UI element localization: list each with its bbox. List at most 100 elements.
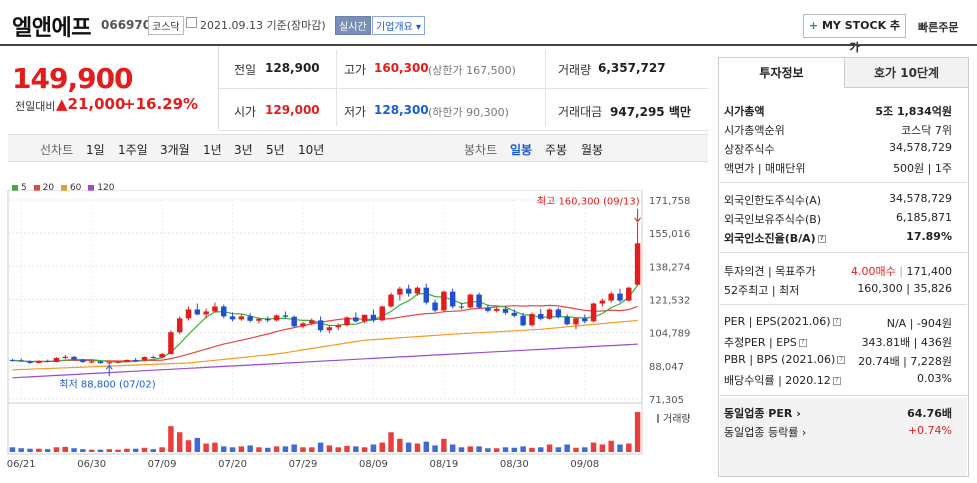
ma120-line (12, 343, 638, 379)
low-value: 128,300 (374, 103, 429, 117)
candle-body (493, 308, 500, 311)
candle-body (282, 315, 289, 317)
help-icon[interactable]: ? (798, 339, 807, 347)
divider (720, 182, 967, 183)
volume-bar (124, 448, 130, 452)
volume-bar (397, 438, 403, 452)
period-1d[interactable]: 1일 (86, 143, 105, 157)
candle-body (458, 306, 465, 308)
candle-body (423, 287, 429, 303)
candle-body (370, 314, 377, 321)
period-1y[interactable]: 1년 (203, 143, 222, 157)
candle-body (511, 312, 518, 316)
period-10y[interactable]: 10년 (298, 143, 325, 157)
volume-bar (159, 447, 165, 452)
volume-legend-swatch (657, 414, 659, 423)
upper-limit: (상한가 167,500) (428, 64, 516, 77)
dividend-label: 배당수익률 | 2020.12 (724, 374, 831, 387)
y-tick-label: 171,758 (649, 196, 690, 207)
candle-body (53, 358, 60, 362)
change-percent: +16.29% (123, 95, 199, 113)
candle-body (388, 294, 394, 307)
candle-body (546, 309, 553, 319)
high-annotation: 최고 160,300 (09/13) (537, 196, 640, 208)
foreign-limit-label: 외국인한도주식수(A) (724, 194, 822, 207)
candle-body (449, 291, 456, 307)
high-arrow-head (634, 217, 641, 223)
candle-body (9, 359, 16, 361)
corp-info-label: 기업개요 (376, 22, 413, 33)
volume-bar (582, 447, 588, 452)
volume-bar (176, 432, 183, 452)
volume-label: 거래량 (663, 413, 691, 425)
candle-body (326, 327, 333, 331)
volume-bar (361, 447, 368, 452)
candle-body (599, 300, 606, 304)
realtime-button[interactable]: 실시간 (335, 16, 371, 35)
volume-bar (573, 447, 579, 452)
volume-bar (546, 444, 553, 452)
candle-body (159, 354, 165, 358)
divider (720, 252, 967, 253)
volume-bar (432, 445, 438, 452)
divider (219, 130, 709, 131)
candle-body (353, 317, 359, 322)
candle-body (273, 315, 280, 321)
candle-body (573, 318, 579, 325)
volume-bar (599, 444, 606, 452)
help-icon[interactable]: ? (817, 235, 826, 243)
candle-body (238, 316, 245, 320)
period-1w[interactable]: 1주일 (118, 143, 148, 157)
corp-info-dropdown[interactable]: 기업개요 ▾ (372, 16, 426, 35)
divider (545, 50, 546, 126)
divider (336, 50, 337, 126)
stock-chart[interactable]: 171,758 155,016 138,274 121,532 104,789 88,04… (0, 190, 708, 483)
candle-body (203, 311, 209, 315)
period-3m[interactable]: 3개월 (160, 143, 190, 157)
candle-daily[interactable]: 일봉 (510, 143, 533, 157)
foreign-hold-value: 6,185,871 (896, 211, 952, 224)
candle-monthly[interactable]: 월봉 (581, 143, 604, 157)
candle-body (590, 303, 597, 322)
amount-label: 거래대금 (558, 105, 603, 119)
tab-order-book[interactable]: 호가 10단계 (844, 58, 968, 88)
per-value: N/A | -904원 (886, 317, 952, 330)
candle-body (247, 316, 253, 321)
candle-body (344, 317, 350, 326)
period-5y[interactable]: 5년 (266, 143, 285, 157)
volume-bar (88, 449, 95, 452)
line-chart-label: 선차트 (40, 143, 74, 157)
period-3y[interactable]: 3년 (234, 143, 253, 157)
foreign-hold-label: 외국인보유주식수(B) (724, 213, 822, 226)
candle-body (150, 357, 157, 359)
chart-legend: 5 20 60 120 (12, 183, 114, 193)
divider (219, 88, 709, 89)
candle-weekly[interactable]: 주봉 (545, 143, 568, 157)
chevron-down-icon: ▾ (416, 22, 422, 33)
volume-bar (335, 447, 341, 452)
volume-bar (590, 442, 597, 452)
candle-body (141, 357, 148, 361)
candle-body (80, 359, 86, 362)
candle-body (265, 318, 271, 321)
help-icon[interactable]: ? (832, 377, 841, 385)
plus-icon: + (808, 19, 819, 32)
candle-body (309, 320, 315, 324)
y-tick-label: 155,016 (649, 229, 690, 240)
tab-invest-info[interactable]: 투자정보 (719, 58, 844, 88)
candle-body (115, 361, 121, 363)
up-triangle-icon: ▲ (56, 95, 68, 113)
candle-body (529, 314, 535, 326)
ma20-line (12, 304, 638, 363)
candle-body (538, 314, 544, 319)
legend-ma120: 120 (97, 183, 115, 193)
volume-bar (485, 448, 491, 452)
help-icon[interactable]: ? (837, 356, 846, 364)
my-stock-add-button[interactable]: + MY STOCK 추가 (803, 14, 906, 54)
ma60-line (12, 319, 638, 371)
market-cap-label: 시가총액 (724, 105, 765, 118)
quick-order-button[interactable]: 빠른주문 (918, 21, 959, 34)
candle-body (291, 316, 297, 327)
volume-bar (617, 444, 623, 452)
help-icon[interactable]: ? (832, 318, 841, 326)
